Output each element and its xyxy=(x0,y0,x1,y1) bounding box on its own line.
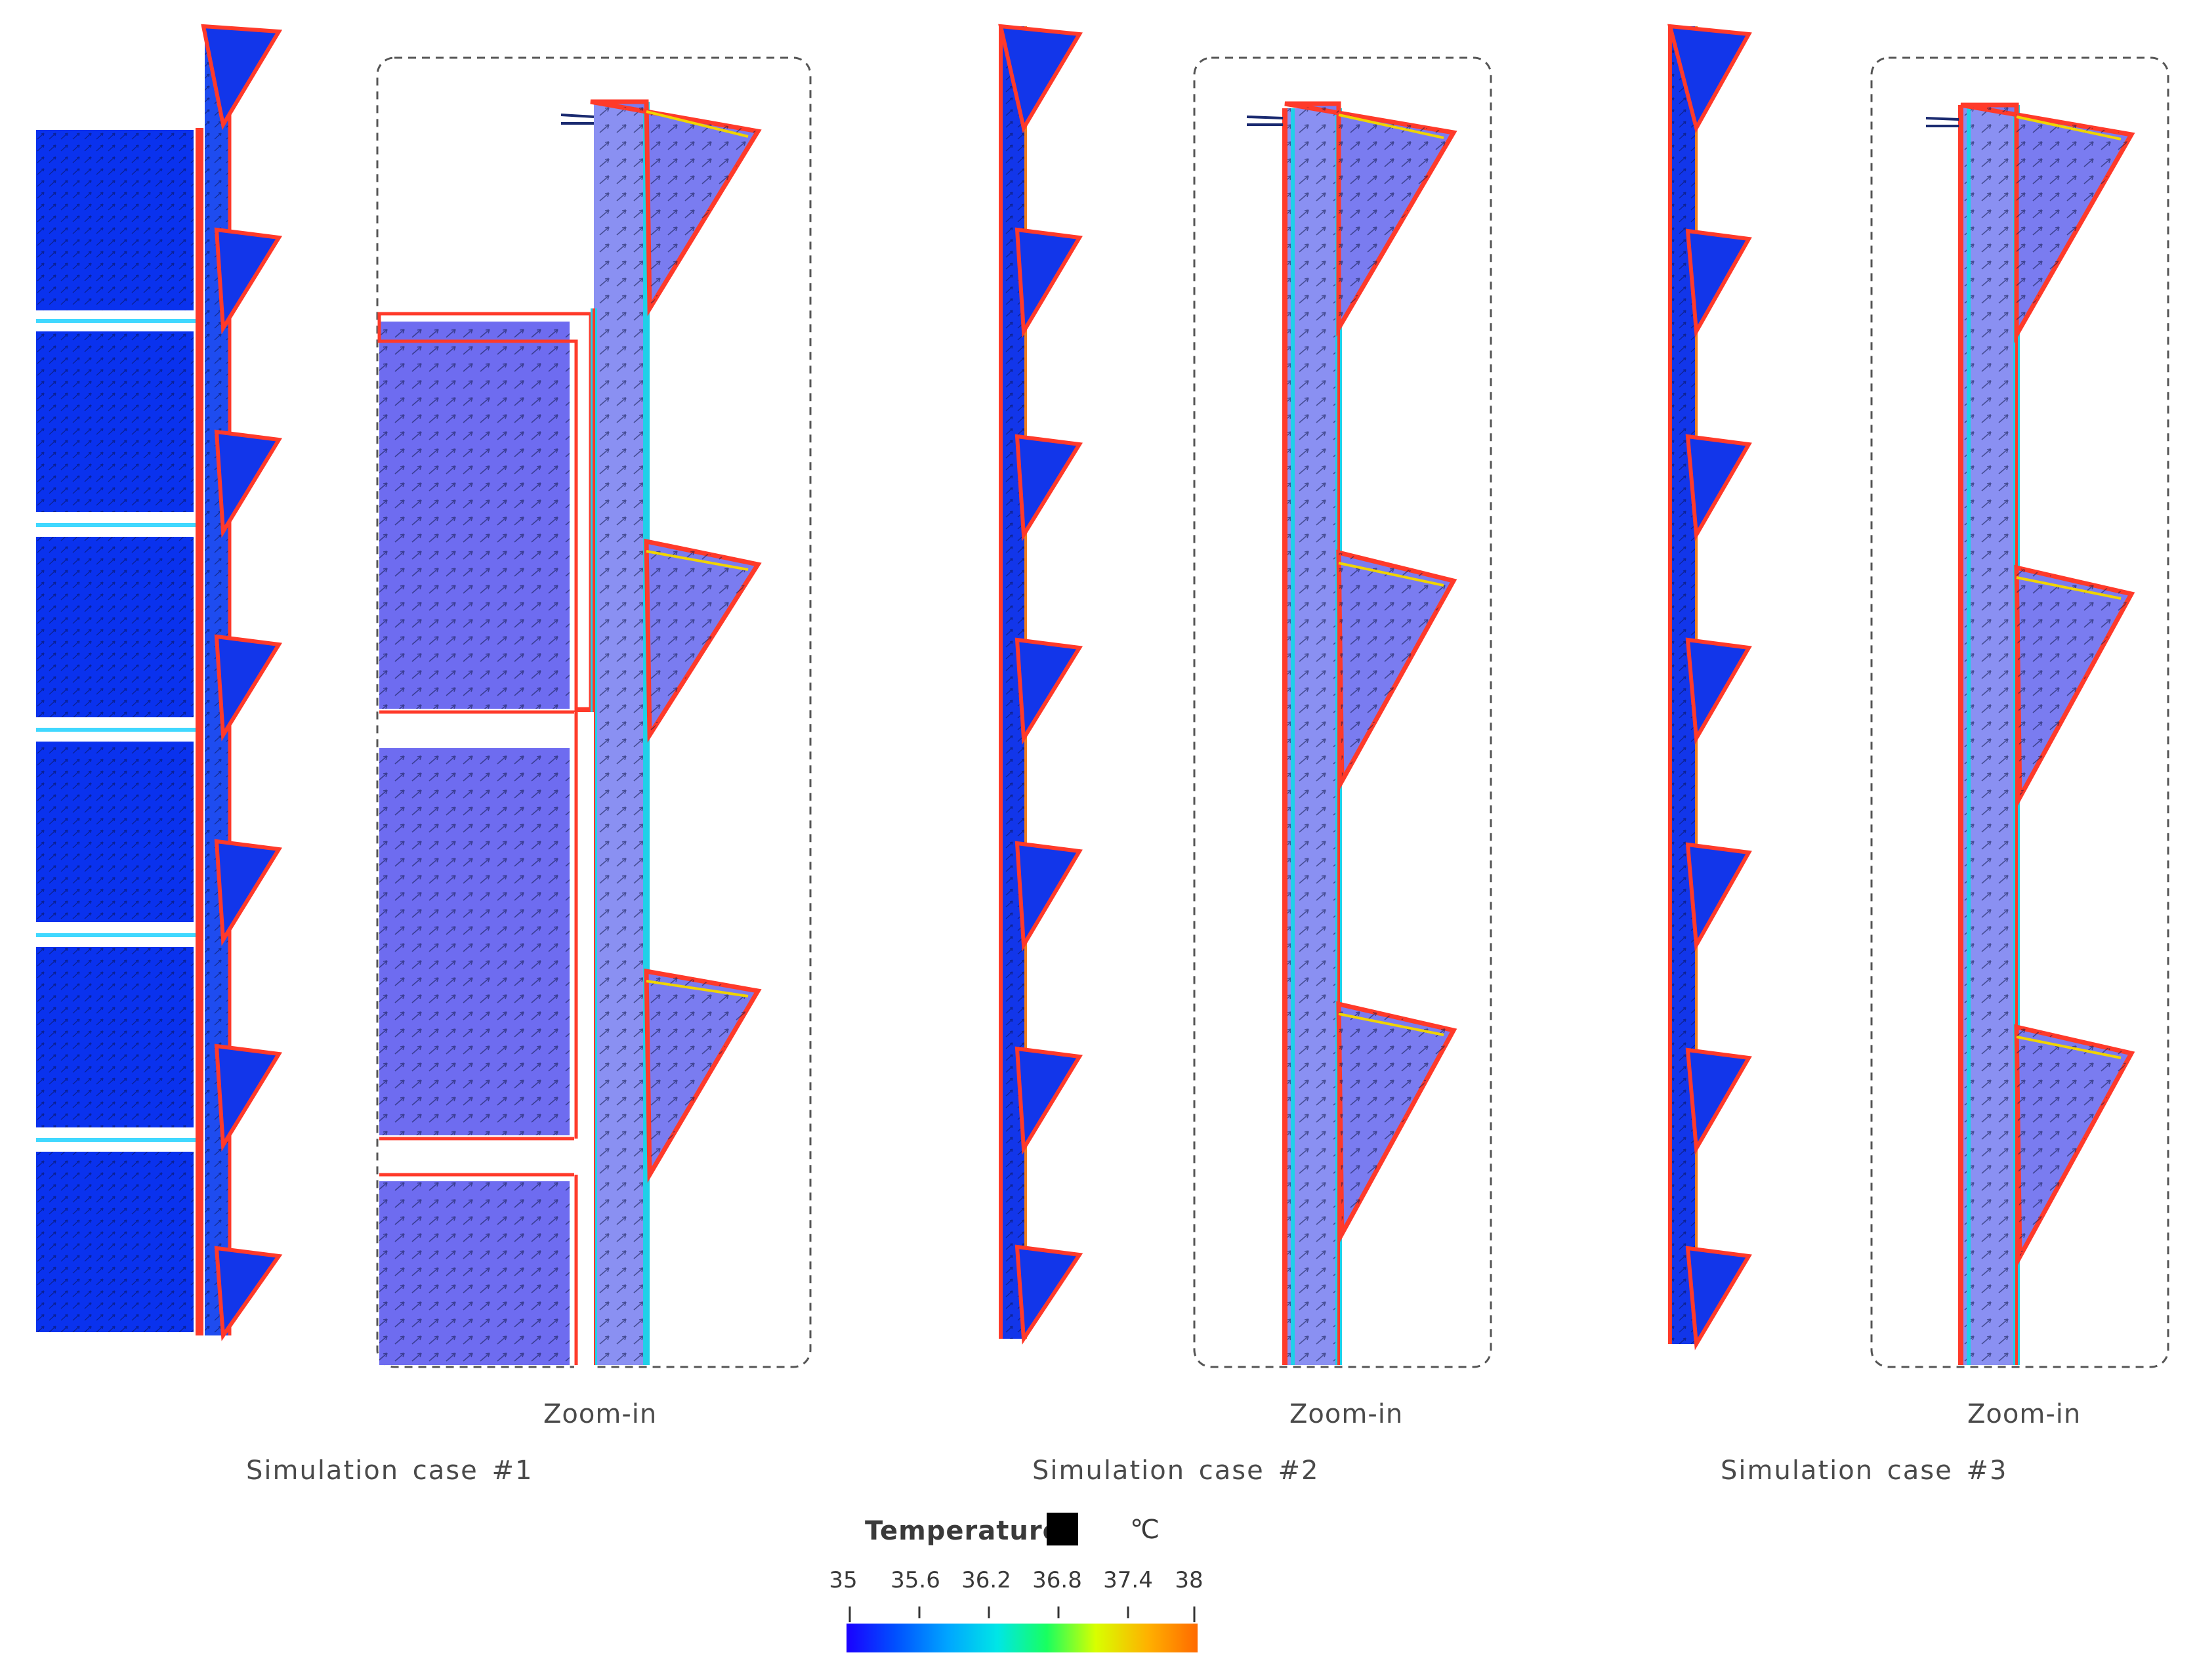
case2-label: Simulation case #2 xyxy=(1032,1456,1320,1486)
case3-zoom-in-view xyxy=(1870,56,2169,1368)
colorbar-tick-marks xyxy=(848,1606,1196,1622)
colorbar-tick-label: 37.4 xyxy=(1103,1567,1153,1593)
case3-label: Simulation case #3 xyxy=(1721,1456,2008,1486)
case2-zoom-in-view xyxy=(1193,56,1492,1368)
colorbar-tick-label: 35.6 xyxy=(890,1567,940,1593)
colorbar-tick-label: 36.8 xyxy=(1032,1567,1082,1593)
colorbar-swatch xyxy=(1047,1513,1078,1545)
colorbar-unit: ℃ xyxy=(1130,1515,1160,1545)
colorbar-tick-label: 38 xyxy=(1175,1567,1203,1593)
colorbar-tick-label: 35 xyxy=(829,1567,858,1593)
case1-shading-fins xyxy=(201,24,283,1341)
colorbar-gradient xyxy=(847,1624,1198,1652)
case3-full-facade xyxy=(1667,24,1752,1351)
case1-zoom-label: Zoom-in xyxy=(543,1399,658,1429)
case1-label: Simulation case #1 xyxy=(246,1456,534,1486)
case1-zoom-in-view xyxy=(376,56,812,1368)
case2-zoom-label: Zoom-in xyxy=(1289,1399,1404,1429)
case3-zoom-label: Zoom-in xyxy=(1967,1399,2082,1429)
colorbar-title: Temperature xyxy=(865,1516,1061,1546)
case2-full-facade xyxy=(998,24,1083,1345)
case1-full-facade xyxy=(36,24,283,1341)
colorbar-tick-label: 36.2 xyxy=(961,1567,1011,1593)
